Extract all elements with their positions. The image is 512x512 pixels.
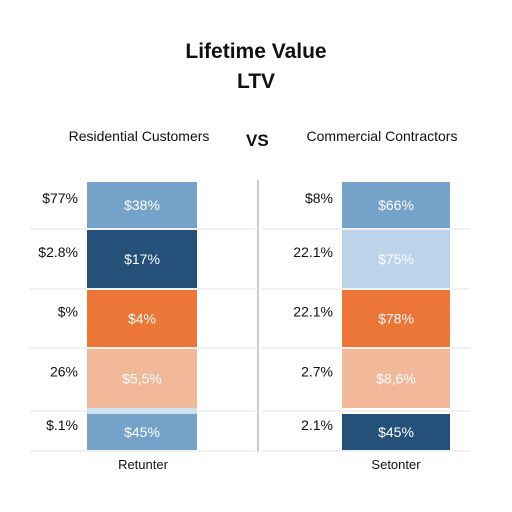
right-row-label-4: 2.1% [301,417,333,433]
left-segment-gap [87,408,197,414]
right-segment-value-0: $66% [378,197,414,213]
right-axis-label: Setonter [371,457,421,472]
left-segment-value-1: $17% [124,251,160,267]
left-segment-1 [87,230,197,288]
right-row-label-1: 22.1% [293,244,333,260]
left-segment-0 [87,182,197,228]
right-row-label-0: $8% [305,190,333,206]
left-panel-title: Residential Customers [68,128,210,144]
chart-title: Lifetime Value [185,40,327,63]
left-row-label-3: 26% [50,364,78,380]
left-row-label-4: $.1% [46,417,78,433]
left-segment-value-3: $5,5% [122,371,162,387]
left-row-label-1: $2.8% [38,244,78,260]
right-segment-0 [342,182,450,228]
left-segment-value-4: $45% [124,424,160,440]
right-row-label-2: 22.1% [293,304,333,320]
right-segment-3 [342,349,450,408]
right-segment-value-4: $45% [378,424,414,440]
right-segment-2 [342,290,450,347]
left-axis-label: Retunter [118,457,169,472]
left-segment-4 [87,414,197,450]
chart-subtitle: LTV [236,70,276,93]
right-segment-value-3: $8,6% [376,371,416,387]
left-row-label-0: $77% [42,190,78,206]
right-segment-value-1: $75% [378,251,414,267]
right-panel-title: Commercial Contractors [306,128,458,144]
vs-label: VS [246,131,269,150]
left-segment-3 [87,349,197,408]
left-row-label-2: $% [58,304,78,320]
left-segment-value-0: $38% [124,197,160,213]
right-segment-value-2: $78% [378,311,414,327]
left-segment-value-2: $4% [128,311,156,327]
right-row-label-3: 2.7% [301,364,333,380]
left-segment-2 [87,290,197,347]
right-segment-4 [342,414,450,450]
right-segment-1 [342,230,450,288]
